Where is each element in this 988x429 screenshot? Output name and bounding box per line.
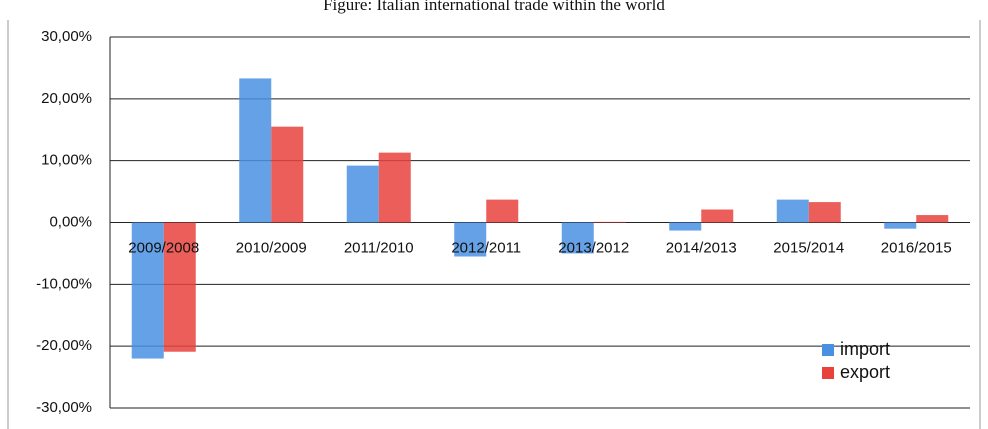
y-tick-label: 10,00% <box>41 152 92 169</box>
x-tick-label: 2015/2014 <box>773 239 844 256</box>
y-tick-label: -20,00% <box>36 337 92 354</box>
x-tick-label: 2014/2013 <box>666 239 737 256</box>
x-tick-label: 2009/2008 <box>128 239 199 256</box>
y-tick-label: -30,00% <box>36 399 92 416</box>
chart-title: Figure: Italian international trade with… <box>323 0 665 14</box>
x-tick-label: 2012/2011 <box>451 239 521 256</box>
bar <box>239 78 272 223</box>
x-tick-label: 2010/2009 <box>236 239 307 256</box>
bar <box>808 202 841 223</box>
bar <box>346 165 379 223</box>
y-tick-label: 0,00% <box>49 213 92 230</box>
bar <box>378 152 411 223</box>
legend-label: export <box>840 362 890 382</box>
bar <box>561 222 594 254</box>
bar <box>271 126 304 223</box>
bar <box>131 222 164 359</box>
legend-label: import <box>840 339 890 359</box>
bar <box>163 222 196 352</box>
bar <box>454 222 487 257</box>
x-tick-label: 2011/2010 <box>344 239 414 256</box>
bar <box>884 222 917 229</box>
x-tick-label: 2013/2012 <box>558 239 629 256</box>
legend-swatch <box>822 344 834 356</box>
bar <box>776 199 809 223</box>
y-tick-label: -10,00% <box>36 275 92 292</box>
x-tick-label: 2016/2015 <box>881 239 952 256</box>
bar <box>669 222 702 231</box>
y-tick-label: 20,00% <box>41 90 92 107</box>
y-tick-label: 30,00% <box>41 28 92 45</box>
bar <box>916 215 949 223</box>
bar <box>486 199 519 223</box>
bar <box>593 221 626 223</box>
legend-swatch <box>822 367 834 379</box>
bar <box>701 209 734 223</box>
